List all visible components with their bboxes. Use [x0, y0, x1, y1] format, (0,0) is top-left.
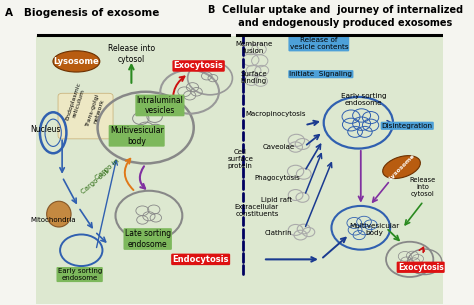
Text: Late sorting
endosome: Late sorting endosome: [125, 229, 171, 249]
Text: Initiate  Signaling: Initiate Signaling: [289, 71, 352, 77]
Text: Exocytosis: Exocytosis: [398, 263, 444, 272]
Text: Early sorting
endosome: Early sorting endosome: [57, 268, 102, 281]
Text: Macropinocytosis: Macropinocytosis: [246, 111, 306, 117]
Ellipse shape: [383, 156, 420, 178]
Text: B  Cellular uptake and  journey of internalized: B Cellular uptake and journey of interna…: [208, 5, 463, 16]
Text: Early sorting
endosome: Early sorting endosome: [341, 93, 386, 106]
Text: Phagocytosis: Phagocytosis: [254, 175, 300, 181]
Text: Clathrin: Clathrin: [264, 230, 292, 236]
Text: Caveolae: Caveolae: [263, 144, 294, 150]
Text: Extracellular
constituents: Extracellular constituents: [235, 204, 279, 217]
Text: Surface
binding: Surface binding: [240, 71, 267, 84]
Text: Cargo in: Cargo in: [94, 158, 120, 181]
Text: and endogenously produced exosomes: and endogenously produced exosomes: [218, 18, 452, 27]
Text: Intraluminal
vesicles: Intraluminal vesicles: [137, 96, 183, 115]
Text: Disintegration: Disintegration: [382, 123, 433, 129]
Text: Trans-golgi
network: Trans-golgi network: [85, 93, 106, 129]
FancyBboxPatch shape: [36, 36, 443, 304]
Text: Cell
surface
protein: Cell surface protein: [227, 149, 253, 169]
Text: Cargo out: Cargo out: [80, 168, 109, 195]
Text: Membrane
fusion: Membrane fusion: [235, 41, 272, 54]
Ellipse shape: [53, 51, 100, 72]
FancyBboxPatch shape: [58, 93, 113, 139]
Text: Lysosome: Lysosome: [54, 57, 99, 66]
Text: Exocytosis: Exocytosis: [173, 62, 224, 70]
Text: Mitochondria: Mitochondria: [31, 217, 76, 223]
Text: Multivesicular
body: Multivesicular body: [349, 223, 400, 235]
Text: Multivesicular
body: Multivesicular body: [110, 126, 164, 145]
Text: Nucleus: Nucleus: [30, 125, 60, 134]
Text: Lysosome: Lysosome: [388, 153, 416, 181]
Text: Endoplasmic
reticulum: Endoplasmic reticulum: [64, 82, 87, 123]
Text: Release into
cytosol: Release into cytosol: [108, 44, 155, 63]
Text: Endocytosis: Endocytosis: [173, 255, 229, 264]
FancyBboxPatch shape: [36, 1, 443, 36]
Text: Lipid raft: Lipid raft: [261, 196, 292, 203]
Text: Release
into
cytosol: Release into cytosol: [410, 177, 436, 196]
Text: A   Biogenesis of exosome: A Biogenesis of exosome: [5, 9, 160, 18]
Ellipse shape: [46, 201, 71, 227]
Text: Release of
vesicle contents: Release of vesicle contents: [290, 37, 348, 50]
